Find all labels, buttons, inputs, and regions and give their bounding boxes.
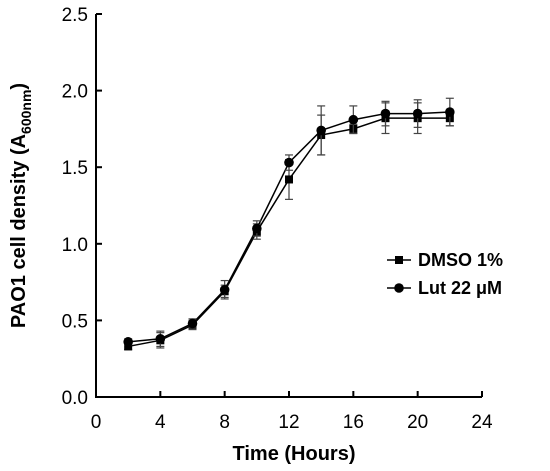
data-point [316,125,326,136]
y-tick-label: 2.0 [62,82,88,103]
series-layer [123,97,455,351]
data-point [252,223,262,234]
legend-label: DMSO 1% [418,250,503,270]
y-tick-label: 0.5 [62,311,88,332]
data-point [187,318,198,329]
y-axis-title-subscript: 600nm [18,90,34,134]
y-tick-label: 2.5 [62,5,88,26]
data-point [284,157,294,168]
legend: DMSO 1% Lut 22 μM [387,250,503,298]
x-axis-title: Time (Hours) [233,443,356,465]
legend-item: Lut 22 μM [387,278,502,298]
series-line [128,111,450,343]
legend-marker [394,283,404,293]
y-tick-label: 1.5 [62,158,88,179]
y-axis-title-close: ) [8,83,30,90]
x-tick-label: 20 [407,412,428,433]
legend-item: DMSO 1% [387,250,503,270]
y-tick-label: 0.0 [62,388,88,409]
series-lut [123,97,455,348]
y-axis-title-main: PAO1 cell density (A [8,134,30,328]
data-point [445,107,455,117]
x-tick-label: 16 [343,412,364,433]
x-tick-label: 8 [219,412,230,433]
series-dmso [124,102,454,351]
data-point [155,333,166,344]
data-point [123,337,133,347]
data-point [285,175,293,184]
axes [95,14,482,398]
x-tick-label: 24 [471,412,493,433]
data-point [219,284,230,295]
series-line [128,117,450,348]
x-ticks: 0 4 8 12 16 20 24 [91,391,493,433]
data-point [348,114,359,125]
data-point [380,108,391,119]
y-axis-title: PAO1 cell density (A600nm) [8,83,34,328]
legend-label: Lut 22 μM [418,278,502,298]
data-point [412,108,423,119]
y-ticks: 0.0 0.5 1.0 1.5 2.0 2.5 [62,5,102,409]
legend-marker [395,256,403,264]
x-tick-label: 4 [155,412,166,433]
y-tick-label: 1.0 [62,235,88,256]
x-tick-label: 0 [91,412,102,433]
x-tick-label: 12 [278,412,299,433]
